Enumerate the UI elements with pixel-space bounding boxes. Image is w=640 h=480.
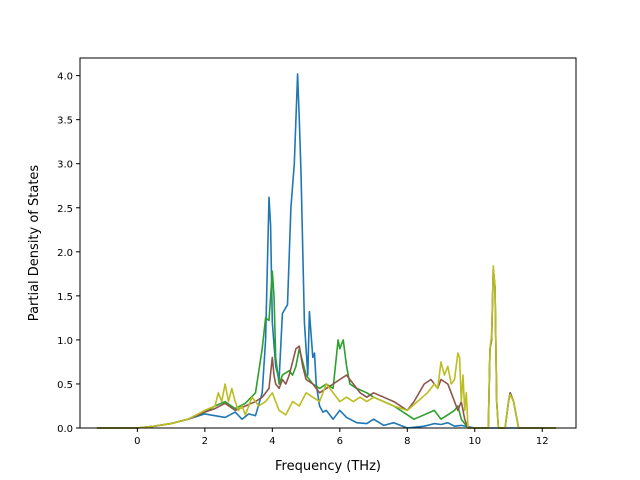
- series-line-2: [96, 268, 556, 429]
- x-tick-label: 4: [269, 436, 275, 447]
- y-tick-label: 4.0: [57, 72, 73, 83]
- y-tick-label: 0.0: [57, 424, 73, 435]
- y-axis-ticks: 0.0 0.5 1.0 1.5 2.0 2.5 3.0 3.5 4.0: [57, 72, 80, 435]
- series-line-3: [96, 268, 556, 429]
- x-tick-label: 12: [536, 436, 549, 447]
- y-axis-label: Partial Density of States: [27, 165, 42, 322]
- y-tick-label: 2.0: [57, 248, 73, 259]
- x-tick-label: 2: [202, 436, 208, 447]
- y-tick-label: 0.5: [57, 380, 73, 391]
- x-axis-label: Frequency (THz): [275, 459, 381, 474]
- y-tick-label: 1.5: [57, 292, 73, 303]
- x-tick-label: 0: [134, 436, 140, 447]
- x-tick-label: 6: [337, 436, 343, 447]
- x-tick-label: 8: [404, 436, 410, 447]
- plot-frame: [79, 57, 577, 429]
- y-tick-label: 2.5: [57, 204, 73, 215]
- y-tick-label: 3.0: [57, 160, 73, 171]
- series-line-4: [96, 265, 556, 429]
- x-tick-label: 10: [468, 436, 481, 447]
- y-tick-label: 1.0: [57, 336, 73, 347]
- series-line-1: [96, 73, 556, 429]
- y-tick-label: 3.5: [57, 116, 73, 127]
- series-lines: [96, 73, 556, 429]
- x-axis-ticks: 0 2 4 6 8 10 12: [134, 428, 549, 447]
